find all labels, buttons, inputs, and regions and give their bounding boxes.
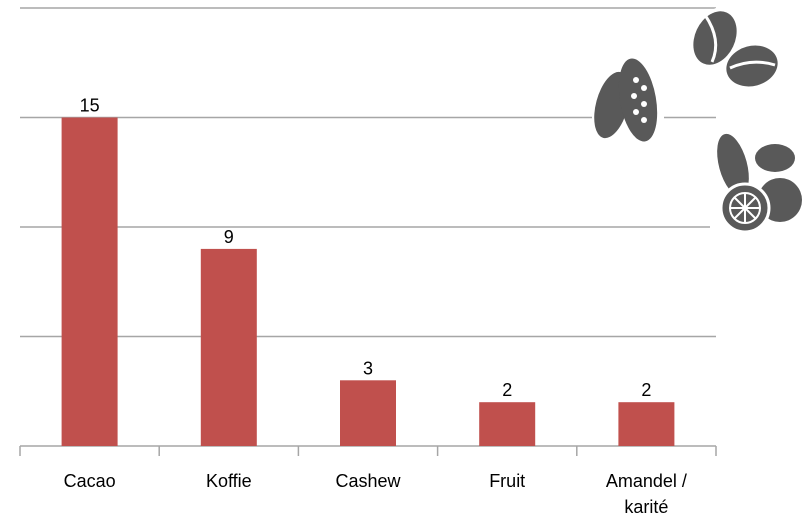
data-label: 15	[80, 96, 100, 116]
bar	[340, 380, 396, 446]
x-tick-label: Fruit	[489, 471, 526, 491]
x-tick-label: Cashew	[335, 471, 401, 491]
data-label: 9	[224, 227, 234, 247]
bar	[61, 117, 118, 446]
data-label: 2	[641, 380, 651, 400]
cacao-pod	[618, 58, 658, 142]
bar	[479, 402, 536, 446]
bar	[618, 402, 675, 446]
fruit	[717, 133, 749, 197]
data-label: 3	[363, 358, 373, 378]
bar	[200, 248, 257, 446]
x-tick-label: Cacao	[63, 471, 116, 491]
icons	[592, 4, 809, 234]
x-tick-label: Amandel / karité	[605, 471, 687, 517]
marks: 15 9 3 2 2	[61, 96, 675, 446]
coffee-bean	[726, 45, 778, 87]
data-label: 2	[502, 380, 512, 400]
fruit	[755, 144, 795, 172]
x-tick-label: Koffie	[205, 471, 252, 491]
